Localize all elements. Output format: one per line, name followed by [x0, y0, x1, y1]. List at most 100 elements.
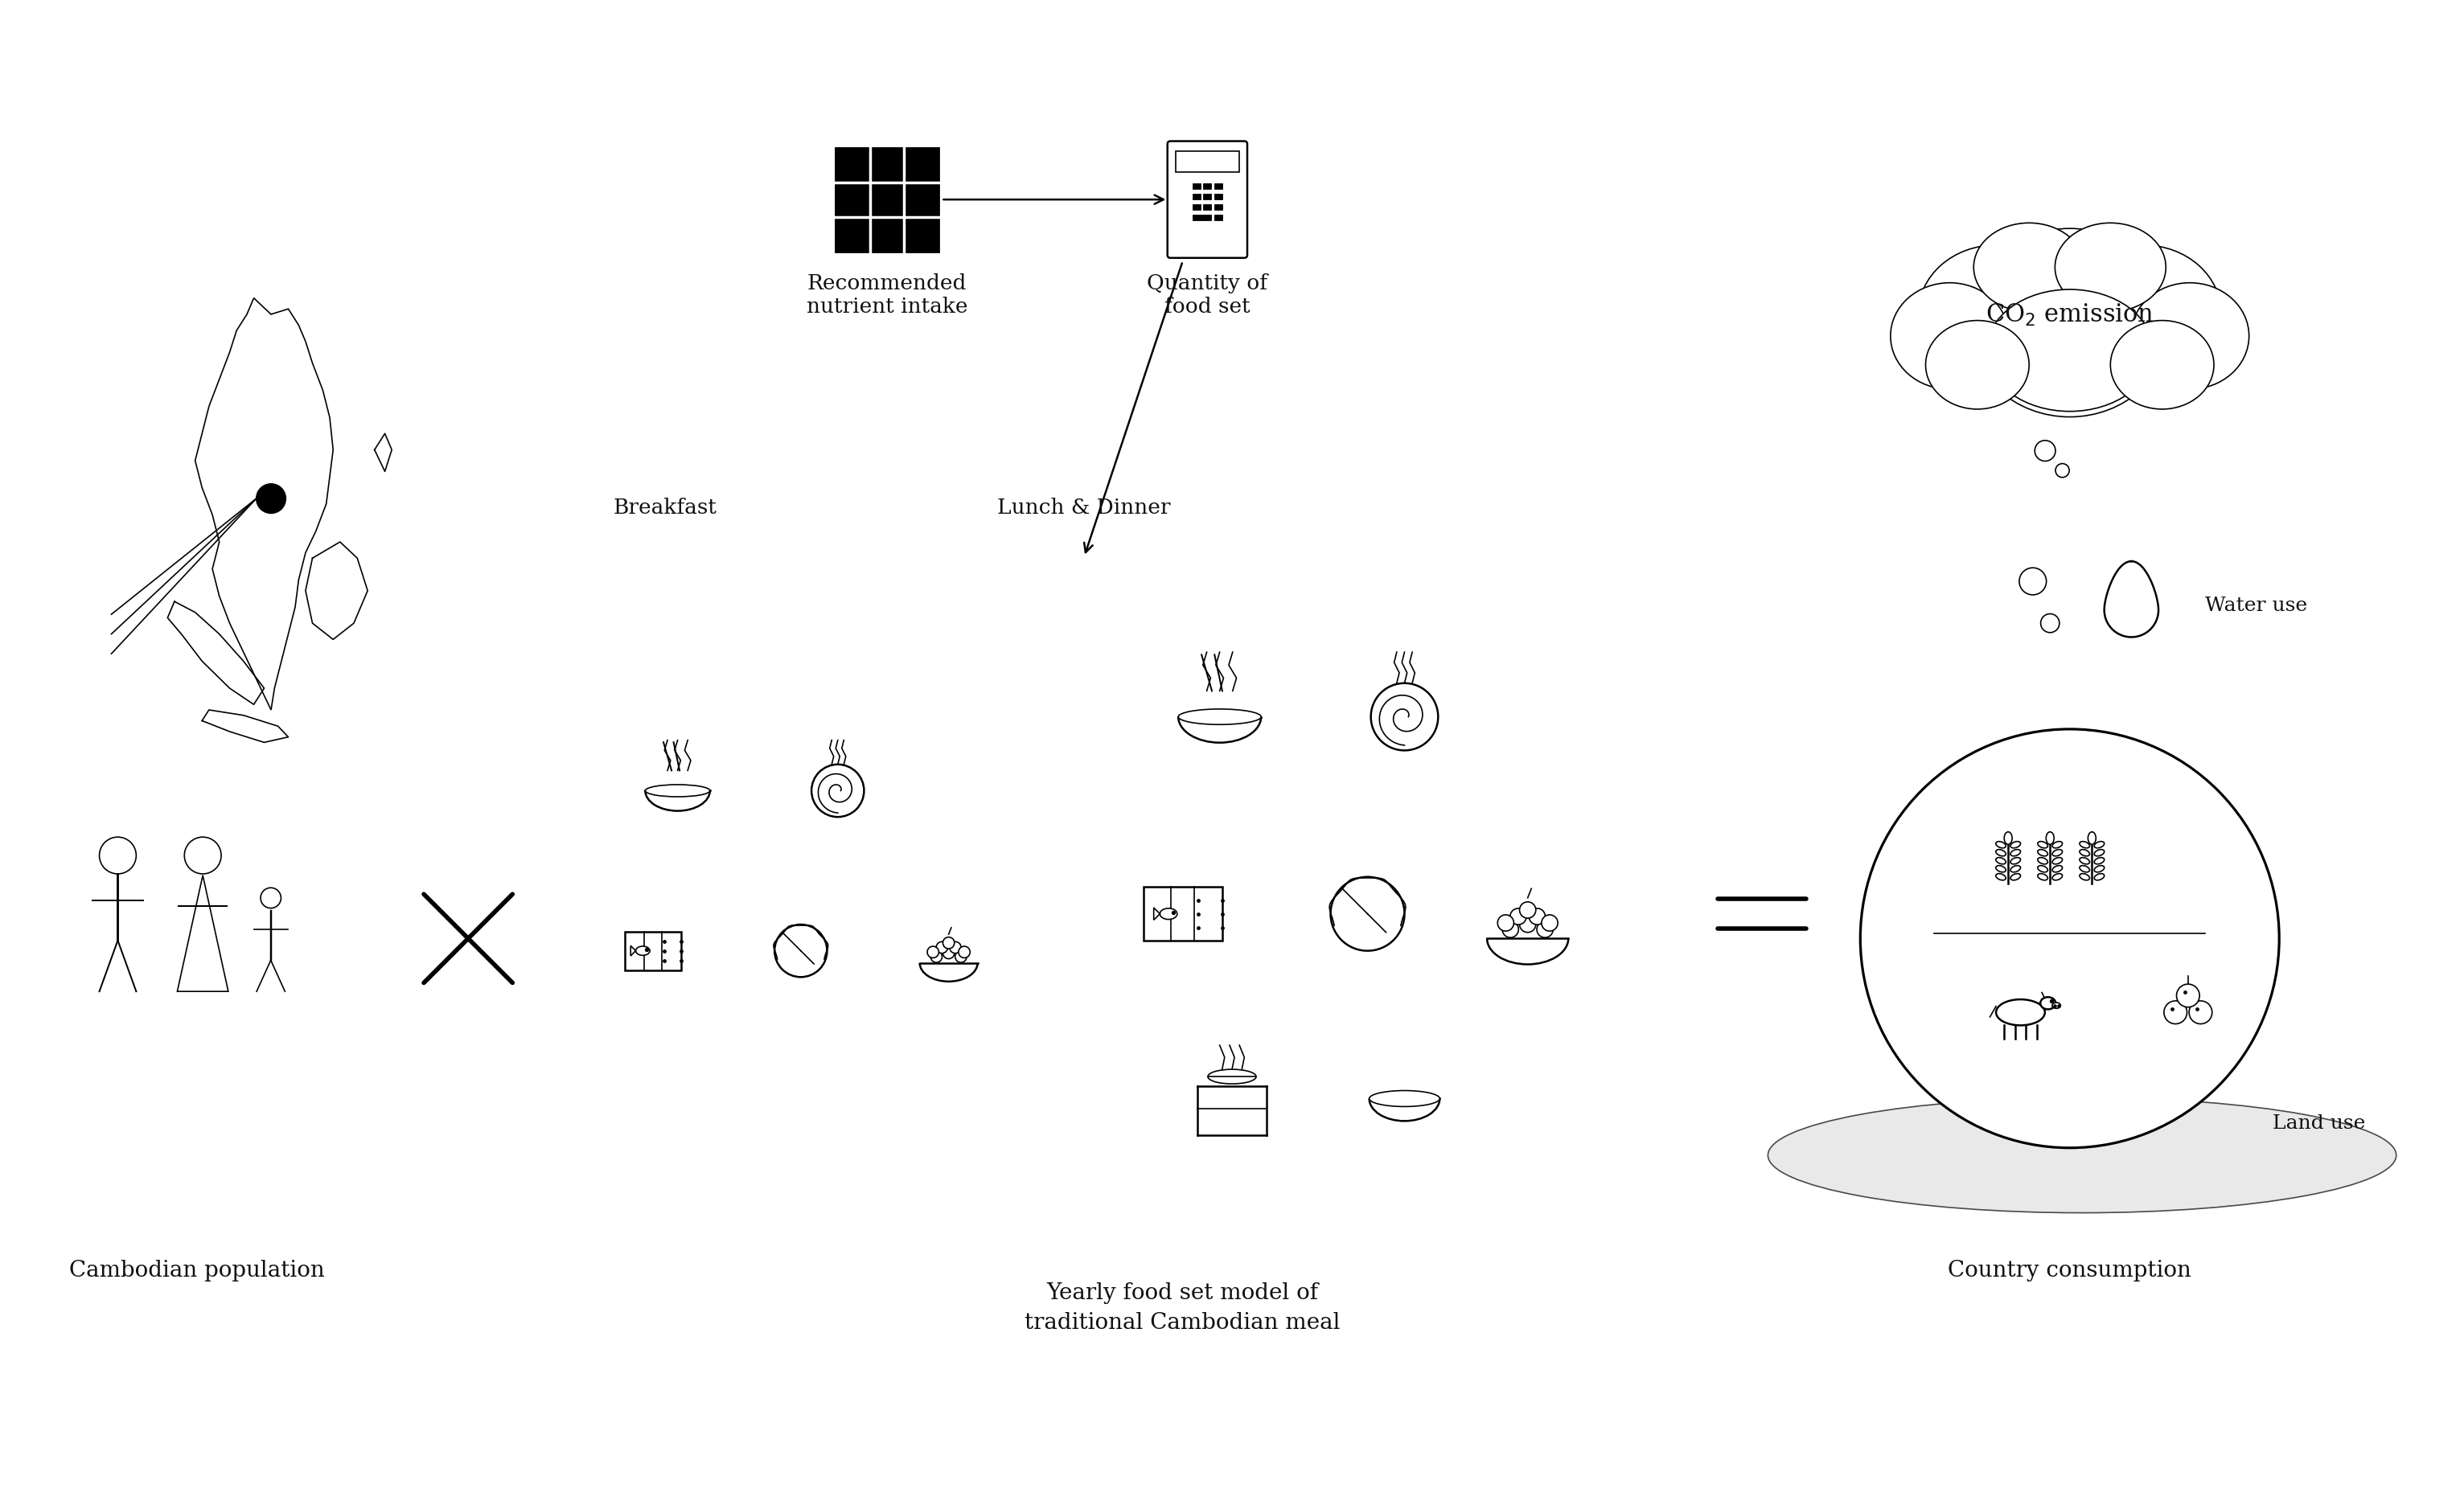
Ellipse shape — [2011, 849, 2020, 856]
Ellipse shape — [1969, 229, 2171, 417]
Bar — [1193, 215, 1212, 220]
Bar — [1215, 205, 1222, 209]
Point — [646, 929, 685, 953]
Circle shape — [926, 947, 939, 957]
Point — [646, 939, 685, 963]
Ellipse shape — [2080, 849, 2089, 856]
Ellipse shape — [2045, 832, 2055, 844]
Ellipse shape — [2011, 858, 2020, 864]
Circle shape — [2035, 441, 2055, 461]
Ellipse shape — [2053, 858, 2062, 864]
Point — [1178, 888, 1217, 912]
Point — [1202, 888, 1242, 912]
Ellipse shape — [2038, 873, 2048, 880]
Circle shape — [1542, 915, 1557, 932]
Ellipse shape — [636, 947, 650, 956]
Ellipse shape — [2094, 849, 2104, 856]
Text: Lunch & Dinner: Lunch & Dinner — [998, 497, 1170, 518]
Ellipse shape — [2087, 832, 2097, 844]
Point — [2035, 993, 2075, 1017]
Ellipse shape — [1370, 1091, 1439, 1106]
Circle shape — [1520, 901, 1535, 918]
Text: Cambodian population: Cambodian population — [69, 1260, 325, 1282]
Ellipse shape — [2053, 1002, 2060, 1008]
Circle shape — [185, 837, 222, 874]
Circle shape — [931, 951, 941, 962]
Ellipse shape — [1974, 223, 2085, 312]
Circle shape — [1510, 909, 1525, 924]
Point — [1178, 915, 1217, 939]
Ellipse shape — [1996, 865, 2006, 871]
Circle shape — [2188, 1001, 2213, 1023]
Bar — [1143, 886, 1222, 941]
Ellipse shape — [2094, 841, 2104, 847]
Ellipse shape — [2011, 865, 2020, 871]
Circle shape — [936, 942, 949, 953]
Circle shape — [2163, 1001, 2188, 1023]
Point — [2166, 980, 2205, 1004]
Ellipse shape — [2080, 841, 2089, 847]
Circle shape — [958, 947, 971, 957]
Ellipse shape — [2094, 858, 2104, 864]
Circle shape — [1498, 915, 1513, 932]
Ellipse shape — [2038, 858, 2048, 864]
Circle shape — [956, 951, 966, 962]
Ellipse shape — [2053, 841, 2062, 847]
Circle shape — [774, 924, 828, 977]
Ellipse shape — [2011, 841, 2020, 847]
Circle shape — [99, 837, 136, 874]
Ellipse shape — [2053, 849, 2062, 856]
Circle shape — [256, 483, 286, 513]
Ellipse shape — [2011, 873, 2020, 880]
Point — [628, 938, 668, 962]
Ellipse shape — [2094, 873, 2104, 880]
Circle shape — [1331, 877, 1404, 951]
Ellipse shape — [2038, 865, 2048, 871]
Ellipse shape — [1178, 709, 1262, 724]
Circle shape — [1538, 921, 1552, 938]
Ellipse shape — [2080, 865, 2089, 871]
Polygon shape — [1153, 908, 1161, 920]
Point — [2033, 989, 2072, 1013]
Ellipse shape — [1207, 1070, 1257, 1084]
Bar — [1215, 215, 1222, 220]
Text: Breakfast: Breakfast — [614, 497, 717, 518]
Ellipse shape — [2131, 283, 2250, 390]
Point — [1202, 915, 1242, 939]
Ellipse shape — [1919, 245, 2075, 382]
Bar — [1202, 194, 1212, 199]
Bar — [1175, 152, 1239, 173]
Circle shape — [261, 888, 281, 908]
Circle shape — [1860, 728, 2279, 1148]
Point — [1202, 901, 1242, 926]
Bar — [1193, 194, 1200, 199]
Point — [660, 939, 700, 963]
Bar — [626, 932, 680, 971]
Circle shape — [2176, 984, 2200, 1007]
Ellipse shape — [1161, 909, 1178, 920]
Bar — [1202, 184, 1212, 190]
Text: Land use: Land use — [2272, 1114, 2365, 1132]
Circle shape — [2020, 567, 2045, 594]
Ellipse shape — [2055, 223, 2166, 312]
Ellipse shape — [2109, 321, 2215, 409]
Bar — [1215, 184, 1222, 190]
Bar — [1202, 205, 1212, 209]
Ellipse shape — [2065, 245, 2223, 382]
Text: Yearly food set model of
traditional Cambodian meal: Yearly food set model of traditional Cam… — [1025, 1282, 1340, 1333]
Ellipse shape — [1996, 999, 2045, 1025]
Ellipse shape — [1996, 841, 2006, 847]
Point — [646, 948, 685, 972]
Circle shape — [949, 942, 961, 953]
Ellipse shape — [1986, 289, 2154, 411]
Circle shape — [811, 765, 865, 817]
Point — [2038, 993, 2077, 1017]
Bar — [1193, 184, 1200, 190]
Point — [1178, 901, 1217, 926]
Text: Recommended
nutrient intake: Recommended nutrient intake — [806, 274, 968, 318]
Text: CO$_2$ emission: CO$_2$ emission — [1986, 303, 2154, 328]
Ellipse shape — [1996, 873, 2006, 880]
Text: Quantity of
food set: Quantity of food set — [1148, 274, 1266, 318]
Ellipse shape — [1996, 849, 2006, 856]
Ellipse shape — [1996, 858, 2006, 864]
